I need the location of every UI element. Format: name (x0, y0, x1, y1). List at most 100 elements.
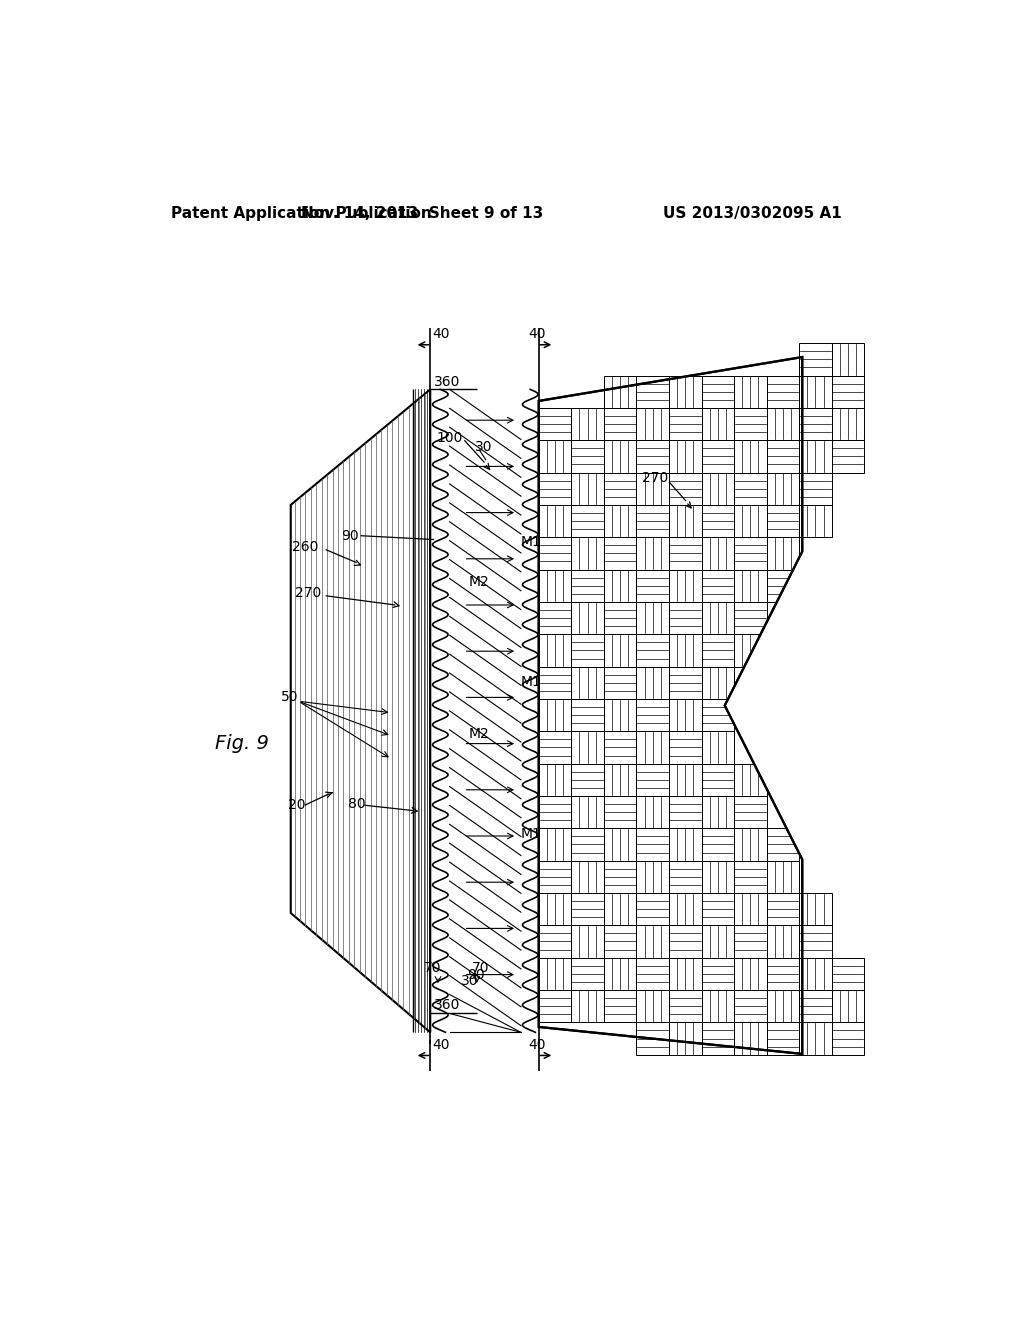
Bar (831, 441, 864, 473)
Polygon shape (291, 389, 430, 1032)
Text: 270: 270 (295, 586, 321, 601)
Bar (701, 376, 734, 408)
Bar (701, 441, 734, 473)
Bar (669, 537, 701, 570)
Bar (831, 343, 864, 376)
Text: 30: 30 (475, 440, 493, 454)
Bar (571, 635, 604, 667)
Bar (604, 441, 636, 473)
Text: 40: 40 (528, 1039, 546, 1052)
Bar (767, 892, 799, 925)
Bar (767, 925, 799, 958)
Bar (669, 731, 701, 763)
Bar (734, 925, 767, 958)
Bar (734, 537, 767, 570)
Bar (701, 1022, 734, 1055)
Bar (734, 506, 767, 537)
Bar (539, 408, 571, 441)
Bar (701, 473, 734, 506)
Bar (701, 892, 734, 925)
Bar (701, 700, 734, 731)
Bar (636, 635, 669, 667)
Bar (767, 441, 799, 473)
Polygon shape (539, 358, 802, 1053)
Polygon shape (539, 1027, 802, 1056)
Bar (571, 892, 604, 925)
Text: 70: 70 (424, 961, 441, 975)
Bar (604, 537, 636, 570)
Bar (636, 796, 669, 829)
Bar (571, 958, 604, 990)
Bar (604, 602, 636, 635)
Bar (539, 958, 571, 990)
Bar (636, 700, 669, 731)
Text: M1: M1 (521, 675, 542, 689)
Bar (799, 441, 831, 473)
Bar (604, 861, 636, 892)
Text: 100: 100 (436, 430, 463, 445)
Bar (539, 506, 571, 537)
Polygon shape (539, 343, 802, 401)
Bar (669, 796, 701, 829)
Text: 40: 40 (432, 1039, 451, 1052)
Bar (669, 861, 701, 892)
Bar (669, 829, 701, 861)
Bar (604, 635, 636, 667)
Bar (636, 473, 669, 506)
Bar (604, 408, 636, 441)
Bar (636, 667, 669, 700)
Bar (636, 570, 669, 602)
Bar (701, 958, 734, 990)
Bar (767, 1022, 799, 1055)
Bar (571, 408, 604, 441)
Bar (669, 506, 701, 537)
Bar (604, 829, 636, 861)
Bar (669, 408, 701, 441)
Bar (669, 570, 701, 602)
Bar (701, 506, 734, 537)
Bar (669, 990, 701, 1022)
Bar (539, 892, 571, 925)
Bar (734, 763, 767, 796)
Bar (571, 731, 604, 763)
Bar (799, 376, 831, 408)
Bar (799, 925, 831, 958)
Bar (539, 990, 571, 1022)
Bar (701, 763, 734, 796)
Bar (539, 925, 571, 958)
Bar (539, 537, 571, 570)
Text: 90: 90 (341, 529, 359, 543)
Bar (799, 343, 831, 376)
Bar (734, 990, 767, 1022)
Polygon shape (725, 552, 810, 859)
Bar (571, 829, 604, 861)
Bar (636, 829, 669, 861)
Bar (799, 1022, 831, 1055)
Text: 30: 30 (461, 974, 479, 987)
Bar (539, 473, 571, 506)
Text: 80: 80 (348, 797, 366, 810)
Bar (539, 441, 571, 473)
Bar (669, 667, 701, 700)
Bar (604, 570, 636, 602)
Bar (767, 829, 799, 861)
Text: 90: 90 (467, 968, 484, 982)
Text: Fig. 9: Fig. 9 (215, 734, 268, 754)
Bar (636, 763, 669, 796)
Text: 270: 270 (642, 471, 668, 484)
Bar (799, 892, 831, 925)
Bar (636, 602, 669, 635)
Bar (636, 958, 669, 990)
Bar (571, 763, 604, 796)
Bar (604, 700, 636, 731)
Text: US 2013/0302095 A1: US 2013/0302095 A1 (663, 206, 842, 222)
Bar (767, 473, 799, 506)
Bar (571, 570, 604, 602)
Bar (701, 829, 734, 861)
Bar (669, 376, 701, 408)
Text: 40: 40 (528, 327, 546, 341)
Bar (734, 1022, 767, 1055)
Bar (734, 796, 767, 829)
Bar (604, 796, 636, 829)
Bar (799, 506, 831, 537)
